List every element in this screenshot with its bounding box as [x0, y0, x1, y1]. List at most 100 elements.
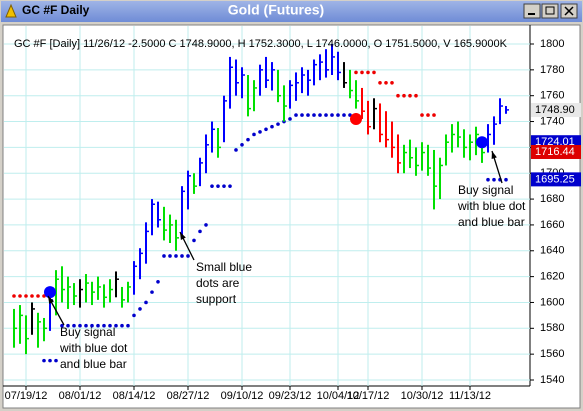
support-dot — [312, 113, 316, 117]
y-tick-label: 1560 — [540, 348, 564, 360]
support-dot — [486, 177, 490, 182]
support-dot — [96, 323, 100, 328]
support-dot — [324, 113, 328, 117]
x-tick-label: 10/30/12 — [401, 390, 444, 402]
support-dot — [54, 358, 58, 363]
annotation-text: with blue dot — [59, 341, 128, 355]
app-icon — [5, 3, 17, 18]
resistance-dot — [414, 93, 418, 98]
resistance-dot — [384, 80, 388, 85]
support-dot — [270, 124, 274, 129]
resistance-dot — [372, 70, 376, 75]
annotation-arrowhead — [180, 232, 186, 240]
support-dot — [240, 143, 244, 147]
x-tick-label: 09/10/12 — [221, 390, 264, 402]
support-dot — [90, 323, 94, 328]
x-tick-label: 08/14/12 — [113, 390, 156, 402]
price-label-box — [531, 103, 581, 118]
annotation-text: Buy signal — [458, 183, 513, 197]
support-dot — [168, 254, 172, 258]
signal-dot — [476, 136, 488, 149]
y-tick-label: 1740 — [540, 115, 564, 127]
support-dot — [504, 177, 508, 182]
support-dot — [48, 358, 52, 363]
maximize-button[interactable] — [541, 3, 559, 19]
y-tick-label: 1540 — [540, 374, 564, 386]
window-buttons — [523, 3, 578, 19]
resistance-dot — [420, 113, 424, 117]
price-label: 1716.44 — [535, 146, 575, 158]
support-dot — [276, 122, 280, 126]
support-dot — [216, 184, 220, 188]
minimize-button[interactable] — [523, 3, 541, 19]
resistance-dot — [360, 70, 364, 75]
y-tick-label: 1580 — [540, 322, 564, 334]
resistance-dot — [18, 294, 22, 298]
signal-dot — [350, 112, 362, 125]
resistance-dot — [426, 113, 430, 117]
support-dot — [288, 117, 292, 121]
support-dot — [60, 323, 64, 328]
y-tick-label: 1680 — [540, 193, 564, 205]
x-tick-label: 08/01/12 — [59, 390, 102, 402]
resistance-dot — [408, 93, 412, 98]
support-dot — [306, 113, 310, 117]
y-tick-label: 1640 — [540, 245, 564, 257]
support-dot — [66, 323, 70, 328]
support-dot — [294, 113, 298, 117]
resistance-dot — [402, 93, 406, 98]
resistance-dot — [432, 113, 436, 117]
price-label: 1695.25 — [535, 173, 575, 185]
support-dot — [318, 113, 322, 117]
support-dot — [252, 132, 256, 137]
x-tick-label: 10/17/12 — [347, 390, 390, 402]
support-dot — [336, 113, 340, 117]
support-dot — [102, 323, 106, 328]
resistance-dot — [354, 70, 358, 75]
support-dot — [234, 148, 238, 152]
x-tick-label: 07/19/12 — [5, 390, 48, 402]
chart-area — [2, 24, 581, 409]
annotation-text: and blue bar — [60, 357, 127, 371]
support-dot — [84, 323, 88, 328]
support-dot — [204, 223, 208, 227]
x-tick-label: 10/04/12 — [317, 390, 360, 402]
resistance-dot — [366, 70, 370, 75]
support-dot — [42, 358, 46, 363]
x-tick-label: 09/23/12 — [269, 390, 312, 402]
support-dot — [180, 254, 184, 258]
support-dot — [132, 313, 136, 318]
support-dot — [78, 323, 82, 328]
title-bar — [1, 1, 582, 22]
support-dot — [138, 307, 142, 311]
support-dot — [192, 238, 196, 243]
y-tick-label: 1660 — [540, 219, 564, 231]
resistance-dot — [30, 294, 34, 298]
support-dot — [144, 300, 148, 305]
support-dot — [72, 323, 76, 328]
support-dot — [330, 113, 334, 117]
price-label-box — [531, 172, 581, 187]
resistance-dot — [396, 93, 400, 98]
annotation-text: Buy signal — [60, 325, 115, 339]
resistance-dot — [24, 294, 28, 298]
x-tick-label: 08/27/12 — [167, 390, 210, 402]
y-tick-label: 1760 — [540, 90, 564, 102]
support-dot — [492, 177, 496, 182]
annotation-text: Small blue — [196, 260, 252, 274]
annotation-text: and blue bar — [458, 215, 525, 229]
support-dot — [228, 184, 232, 188]
support-dot — [108, 323, 112, 328]
y-tick-label: 1800 — [540, 38, 564, 50]
resistance-dot — [378, 80, 382, 85]
support-dot — [222, 184, 226, 188]
support-dot — [186, 254, 190, 258]
support-dot — [174, 254, 178, 258]
annotation-text: with blue dot — [457, 199, 526, 213]
info-line: GC #F [Daily] 11/26/12 -2.5000 C 1748.90… — [14, 38, 508, 50]
annotation-arrowhead — [48, 296, 55, 304]
support-dot — [264, 127, 268, 132]
support-dot — [126, 323, 130, 328]
support-dot — [120, 323, 124, 328]
